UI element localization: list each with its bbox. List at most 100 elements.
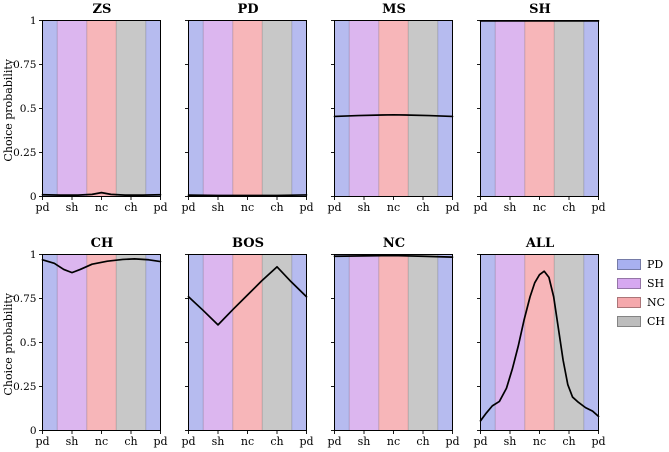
x-tick-label: ch bbox=[416, 435, 429, 448]
band-pd bbox=[291, 254, 307, 431]
x-tick-label: ch bbox=[124, 435, 137, 448]
y-tick-label: 1 bbox=[30, 249, 37, 261]
band-sh bbox=[57, 254, 87, 431]
subplot-title: ZS bbox=[92, 2, 112, 17]
bottom-row: Choice probability CH pd sh nc ch pd 0 0.25 0.5 0… bbox=[2, 236, 669, 452]
band-ch bbox=[262, 254, 292, 431]
band-sh bbox=[495, 254, 525, 431]
x-tick-label: nc bbox=[533, 435, 546, 448]
band-pd bbox=[437, 20, 453, 197]
choice-probability-line bbox=[333, 254, 454, 258]
y-axis-label-top: Choice probability bbox=[2, 2, 15, 218]
band-ch bbox=[554, 254, 584, 431]
choice-probability-line bbox=[333, 113, 454, 118]
band-pd bbox=[145, 254, 161, 431]
band-ch bbox=[408, 254, 438, 431]
band-sh bbox=[349, 254, 379, 431]
x-tick-label: pd bbox=[35, 435, 49, 448]
top-row: Choice probability ZS pd sh nc ch pd 0 0.25 0.5 0… bbox=[2, 2, 669, 218]
bottom-row-panels: CH pd sh nc ch pd 0 0.25 0.5 0.75 1 BOS pd sh nc ch pd NC… bbox=[13, 236, 605, 452]
legend-entry-sh: SH bbox=[616, 277, 665, 290]
choice-probability-line bbox=[479, 270, 600, 422]
x-tick-label: pd bbox=[153, 435, 167, 448]
band-nc bbox=[232, 20, 263, 197]
x-tick-label: pd bbox=[299, 201, 313, 214]
subplot-title: NC bbox=[382, 236, 406, 251]
x-tick-label: ch bbox=[562, 435, 575, 448]
legend-label: PD bbox=[646, 258, 664, 271]
subplot-all: ALL pd sh nc ch pd bbox=[453, 236, 605, 452]
x-tick-label: nc bbox=[95, 435, 108, 448]
choice-probability-line bbox=[41, 191, 162, 196]
band-pd bbox=[145, 20, 161, 197]
x-tick-label: sh bbox=[504, 435, 517, 448]
x-tick-label: pd bbox=[299, 435, 313, 448]
band-ch bbox=[116, 254, 146, 431]
x-tick-label: sh bbox=[358, 435, 371, 448]
x-tick-label: pd bbox=[445, 435, 459, 448]
subplot-ch: CH pd sh nc ch pd 0 0.25 0.5 0.75 1 bbox=[13, 236, 167, 452]
x-tick-label: pd bbox=[473, 435, 487, 448]
x-tick-label: nc bbox=[95, 201, 108, 214]
y-tick-label: 0 bbox=[30, 191, 37, 203]
x-tick-label: sh bbox=[358, 201, 371, 214]
band-sh bbox=[349, 20, 379, 197]
band-nc bbox=[86, 20, 117, 197]
legend-label: CH bbox=[646, 315, 665, 328]
x-tick-label: ch bbox=[416, 201, 429, 214]
legend-swatch-ch bbox=[616, 316, 641, 327]
x-tick-label: pd bbox=[181, 435, 195, 448]
x-tick-label: nc bbox=[387, 201, 400, 214]
band-pd bbox=[291, 20, 307, 197]
band-nc bbox=[524, 254, 555, 431]
subplot-nc: NC pd sh nc ch pd bbox=[307, 236, 459, 452]
y-tick-label: 0.5 bbox=[20, 337, 37, 349]
x-tick-label: pd bbox=[327, 201, 341, 214]
band-pd bbox=[42, 20, 58, 197]
band-pd bbox=[480, 254, 496, 431]
legend-entry-pd: PD bbox=[616, 258, 665, 271]
subplot-ms: MS pd sh nc ch pd bbox=[307, 2, 459, 218]
subplot-bos: BOS pd sh nc ch pd bbox=[161, 236, 314, 452]
band-nc bbox=[86, 254, 117, 431]
y-tick-label: 0.75 bbox=[13, 59, 36, 71]
plot-area: pd sh nc ch pd bbox=[181, 254, 314, 448]
y-axis-label-text: Choice probability bbox=[2, 292, 15, 396]
choice-probability-line bbox=[41, 258, 162, 274]
y-tick-label: 0.75 bbox=[13, 293, 36, 305]
legend-swatch-nc bbox=[616, 297, 641, 308]
y-tick-label: 0.25 bbox=[13, 147, 36, 159]
band-ch bbox=[554, 20, 584, 197]
top-row-panels: ZS pd sh nc ch pd 0 0.25 0.5 0.75 1 PD pd sh nc ch pd MS p… bbox=[13, 2, 605, 218]
band-nc bbox=[232, 254, 263, 431]
band-sh bbox=[495, 20, 525, 197]
x-tick-label: pd bbox=[153, 201, 167, 214]
band-sh bbox=[203, 20, 233, 197]
x-tick-label: sh bbox=[66, 435, 79, 448]
x-tick-label: ch bbox=[124, 201, 137, 214]
y-axis-label-bottom: Choice probability bbox=[2, 236, 15, 452]
legend: PD SH NC CH bbox=[616, 258, 665, 334]
subplot-pd: PD pd sh nc ch pd bbox=[161, 2, 313, 218]
band-pd bbox=[334, 254, 350, 431]
subplot-sh: SH pd sh nc ch pd bbox=[453, 2, 605, 218]
band-pd bbox=[42, 254, 58, 431]
subplot-title: PD bbox=[237, 2, 259, 17]
x-tick-label: pd bbox=[591, 201, 605, 214]
band-pd bbox=[334, 20, 350, 197]
band-nc bbox=[524, 20, 555, 197]
band-pd bbox=[188, 254, 204, 431]
x-tick-label: pd bbox=[445, 201, 459, 214]
x-tick-label: nc bbox=[241, 435, 254, 448]
x-tick-label: nc bbox=[241, 201, 254, 214]
x-tick-label: sh bbox=[212, 201, 225, 214]
x-tick-label: pd bbox=[35, 201, 49, 214]
x-tick-label: ch bbox=[270, 201, 283, 214]
band-sh bbox=[203, 254, 233, 431]
y-tick-label: 0.5 bbox=[20, 103, 37, 115]
subplot-title: ALL bbox=[525, 236, 555, 251]
band-ch bbox=[262, 20, 292, 197]
